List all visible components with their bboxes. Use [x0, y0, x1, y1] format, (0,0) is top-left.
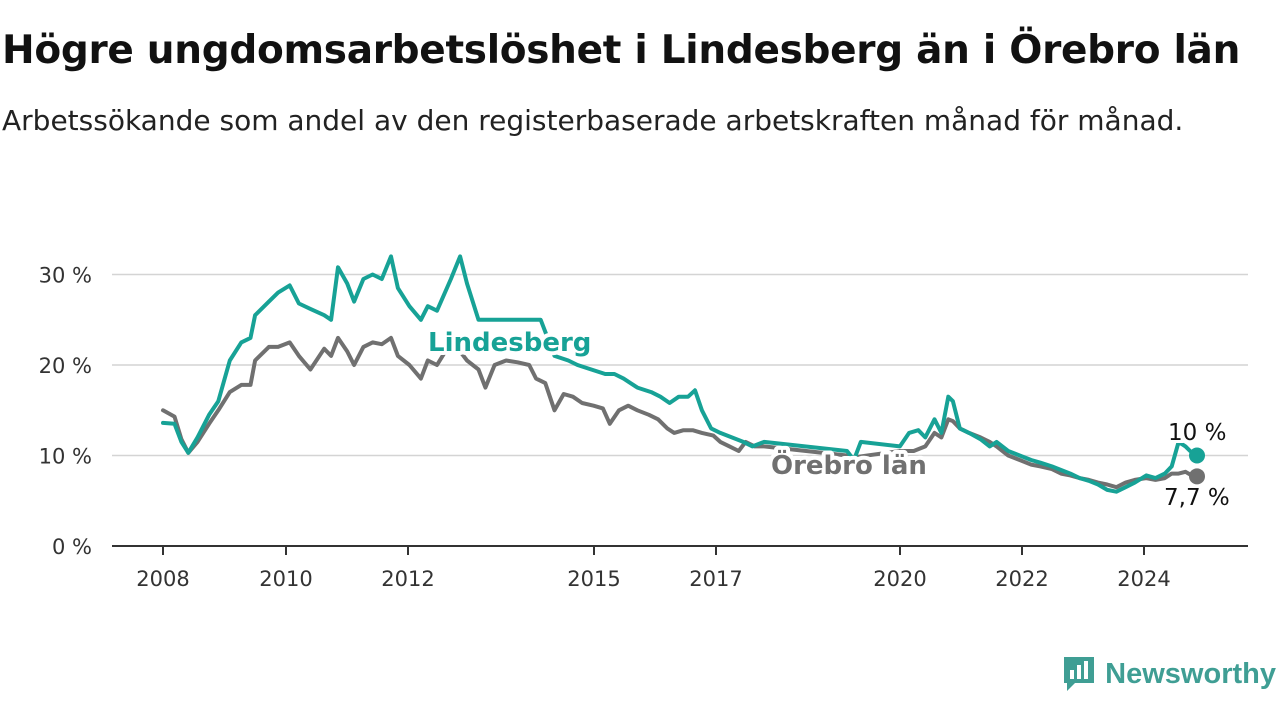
brand-logo: Newsworthy [1061, 654, 1276, 694]
y-tick-label: 20 % [39, 354, 92, 378]
end-value-lindesberg: 10 % [1168, 420, 1226, 446]
series-end-marker [1189, 447, 1205, 464]
newsworthy-logo-icon [1064, 657, 1095, 691]
series-end-marker [1189, 468, 1205, 485]
y-tick-label: 30 % [39, 264, 92, 288]
x-tick-label: 2012 [381, 567, 434, 591]
x-tick-label: 2010 [259, 567, 312, 591]
series-line-lindesberg [161, 254, 1199, 494]
chart-subtitle: Arbetssökande som andel av den registerb… [2, 104, 1184, 137]
series-line-orebro-lan [161, 335, 1199, 490]
x-tick-label: 2017 [689, 567, 742, 591]
gridlines [112, 273, 1248, 457]
x-tick-label: 2015 [567, 567, 620, 591]
x-tick-label: 2022 [995, 567, 1048, 591]
x-tick-label: 2024 [1117, 567, 1170, 591]
y-axis: 0 % 10 % 20 % 30 % [39, 264, 92, 560]
series-label-orebro-lan: Örebro län [771, 448, 927, 481]
chart-title: Högre ungdomsarbetslöshet i Lindesberg ä… [2, 28, 1241, 73]
series-label-lindesberg: Lindesberg [428, 328, 591, 358]
x-tick-label: 2008 [136, 567, 189, 591]
series-lines [161, 254, 1205, 494]
y-tick-label: 10 % [39, 445, 92, 469]
end-value-orebro-lan: 7,7 % [1164, 485, 1230, 511]
y-tick-label: 0 % [52, 535, 92, 559]
x-axis: 2008 2010 2012 2015 2017 2020 2022 2024 [112, 545, 1248, 591]
x-tick-label: 2020 [873, 567, 926, 591]
brand-name: Newsworthy [1105, 657, 1276, 690]
series-labels: Lindesberg Örebro län 10 % 7,7 % [424, 324, 1233, 514]
line-chart: 0 % 10 % 20 % 30 % 2008 2010 2012 2015 2017 2020… [39, 254, 1248, 591]
